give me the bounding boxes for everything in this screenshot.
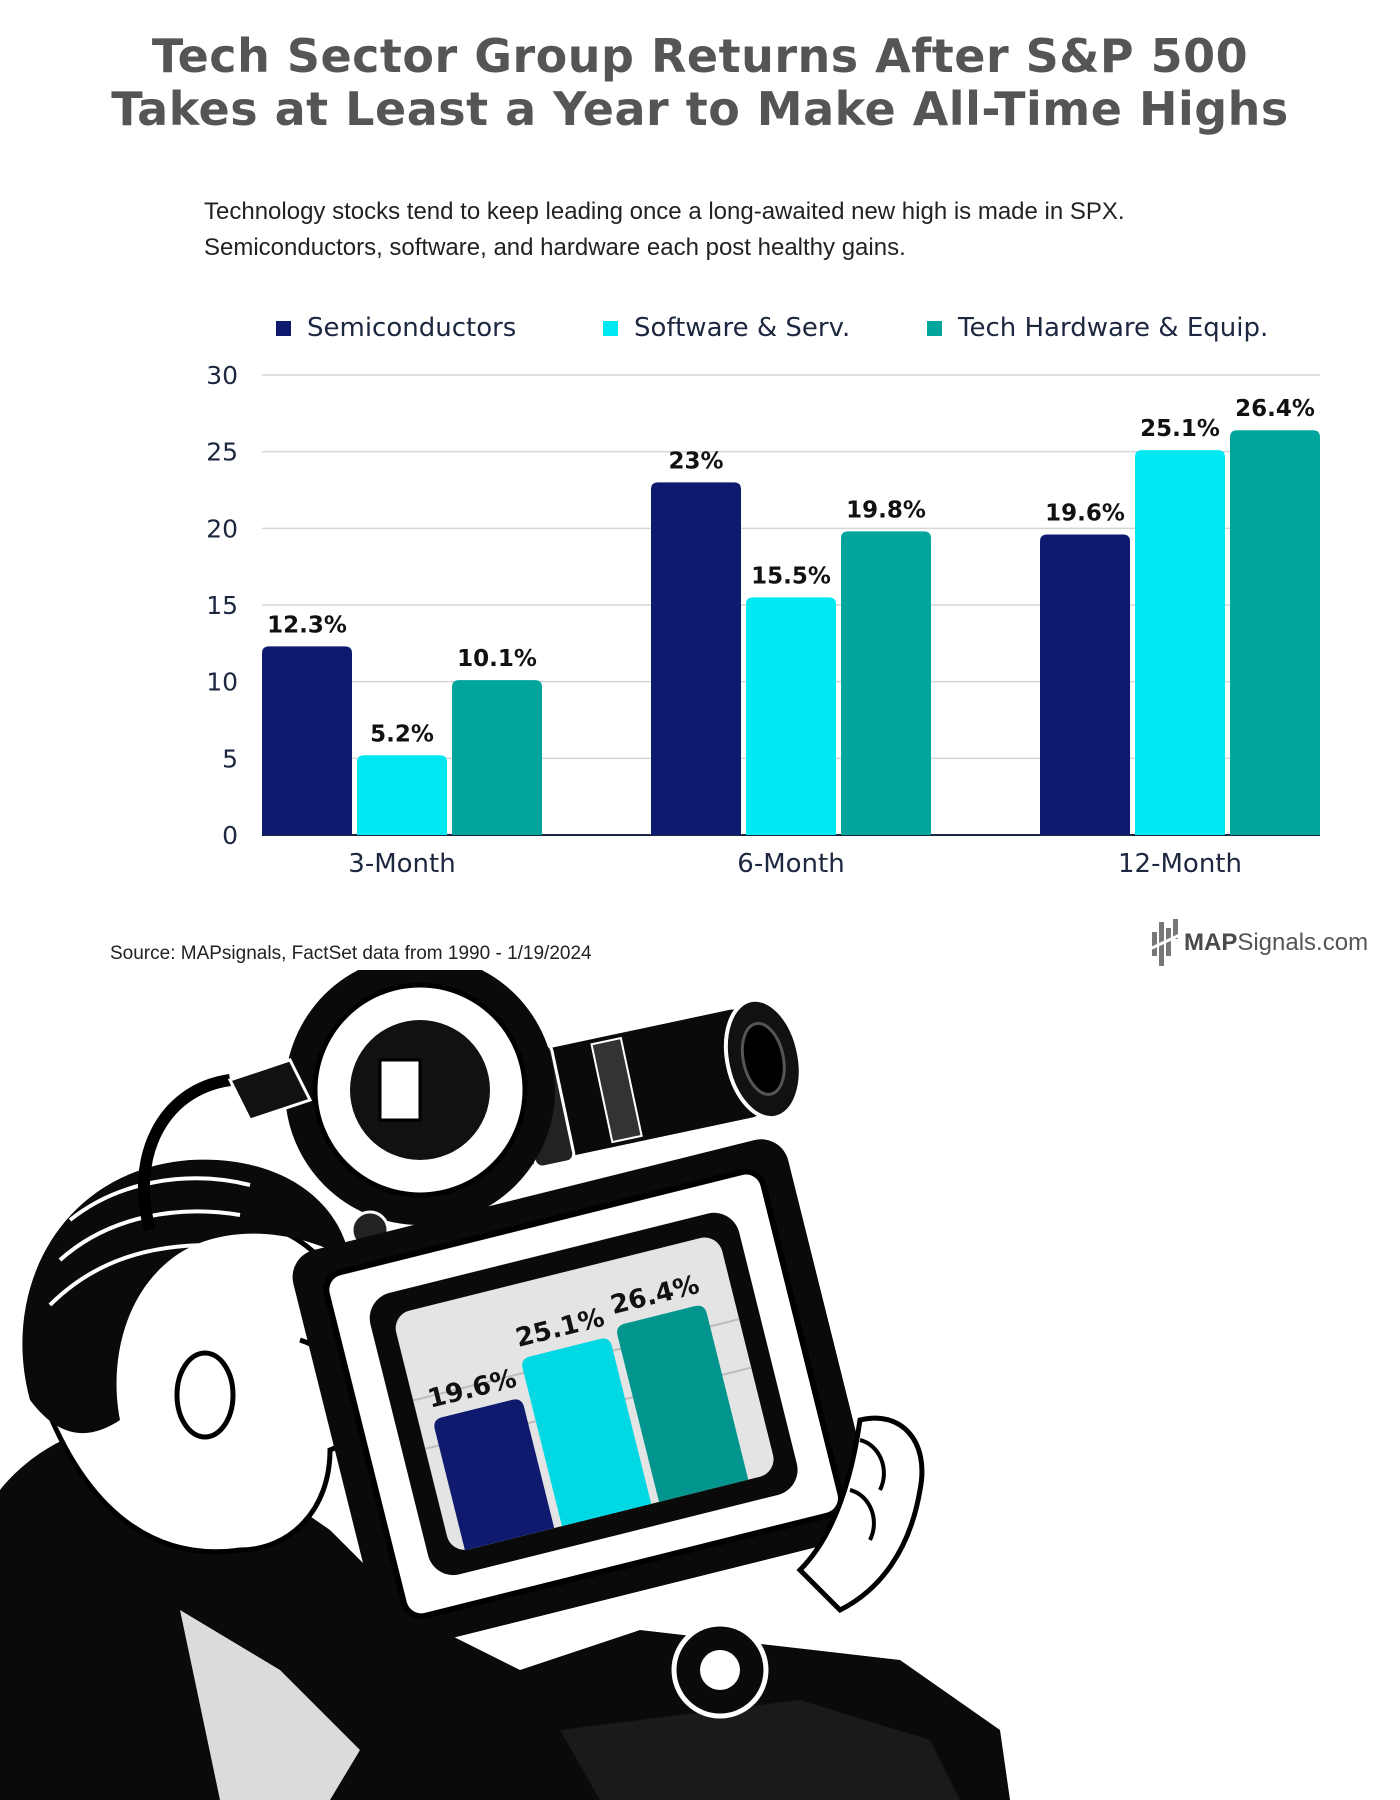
y-tick-label: 30 bbox=[206, 361, 238, 390]
camera-cable bbox=[137, 1074, 232, 1232]
right-hand bbox=[796, 1415, 925, 1614]
chart-subtitle-line-2: Semiconductors, software, and hardware e… bbox=[204, 234, 906, 261]
ear bbox=[174, 1350, 236, 1440]
legend-item-software: Software & Serv. bbox=[603, 313, 850, 343]
hair bbox=[22, 1159, 351, 1434]
legend-swatch bbox=[927, 320, 942, 336]
data-label: 12.3% bbox=[267, 612, 347, 638]
y-tick-label: 10 bbox=[206, 668, 238, 697]
bar-chart: 0 5 10 15 20 25 30 12.3% 5.2% 10.1% 3-Month 23% 15.5… bbox=[206, 361, 1320, 879]
data-label: 26.4% bbox=[1235, 396, 1315, 422]
data-label: 25.1% bbox=[1140, 416, 1220, 442]
brand-logo: MAPSignals.com bbox=[1150, 918, 1368, 968]
chart-title-line-2: Takes at Least a Year to Make All-Time H… bbox=[111, 82, 1289, 136]
screen-bar bbox=[617, 1305, 749, 1502]
brand-text-thin: Signals.com bbox=[1237, 929, 1369, 956]
brand-text: MAPSignals.com bbox=[1184, 929, 1368, 957]
bar bbox=[1230, 430, 1320, 835]
source-note: Source: MAPsignals, FactSet data from 19… bbox=[110, 943, 592, 964]
data-label: 23% bbox=[668, 448, 723, 474]
bar bbox=[452, 680, 542, 835]
y-tick-label: 0 bbox=[222, 821, 238, 850]
y-tick-label: 25 bbox=[206, 438, 238, 467]
legend-swatch bbox=[603, 320, 618, 336]
shirt-collar bbox=[180, 1610, 360, 1800]
chart-subtitle: Technology stocks tend to keep leading o… bbox=[204, 194, 1264, 266]
bar bbox=[746, 597, 836, 835]
chart-title-line-1: Tech Sector Group Returns After S&P 500 bbox=[151, 29, 1249, 83]
brand-text-bold: MAP bbox=[1184, 929, 1238, 956]
x-tick-label: 12-Month bbox=[1118, 849, 1242, 879]
legend-item-hardware: Tech Hardware & Equip. bbox=[927, 313, 1268, 343]
sleeve bbox=[560, 1700, 960, 1800]
cameraman-illustration: 19.6%25.1%26.4% bbox=[0, 970, 1010, 1800]
bar bbox=[651, 482, 741, 835]
y-tick-label: 15 bbox=[206, 591, 238, 620]
data-label: 5.2% bbox=[370, 721, 434, 747]
data-label: 10.1% bbox=[457, 646, 537, 672]
chart-title: Tech Sector Group Returns After S&P 500 … bbox=[0, 30, 1400, 136]
y-tick-label: 20 bbox=[206, 514, 238, 543]
bar bbox=[262, 646, 352, 835]
bar bbox=[357, 755, 447, 835]
y-tick-label: 5 bbox=[222, 744, 238, 773]
bar bbox=[1040, 534, 1130, 835]
data-label: 19.6% bbox=[1045, 500, 1125, 526]
x-tick-label: 3-Month bbox=[348, 849, 455, 879]
legend-item-semiconductors: Semiconductors bbox=[276, 313, 516, 343]
screen-bar bbox=[434, 1399, 555, 1551]
data-label: 19.8% bbox=[846, 497, 926, 523]
x-tick-label: 6-Month bbox=[737, 849, 844, 879]
bar bbox=[1135, 450, 1225, 835]
legend-label: Tech Hardware & Equip. bbox=[958, 313, 1269, 343]
brand-mark-icon bbox=[1150, 919, 1181, 966]
screen-bar bbox=[522, 1338, 652, 1527]
legend-swatch bbox=[276, 320, 291, 336]
data-label: 15.5% bbox=[751, 563, 831, 589]
legend-label: Software & Serv. bbox=[634, 313, 851, 343]
chart-subtitle-line-1: Technology stocks tend to keep leading o… bbox=[204, 198, 1125, 225]
bar bbox=[841, 531, 931, 835]
legend-label: Semiconductors bbox=[307, 313, 517, 343]
